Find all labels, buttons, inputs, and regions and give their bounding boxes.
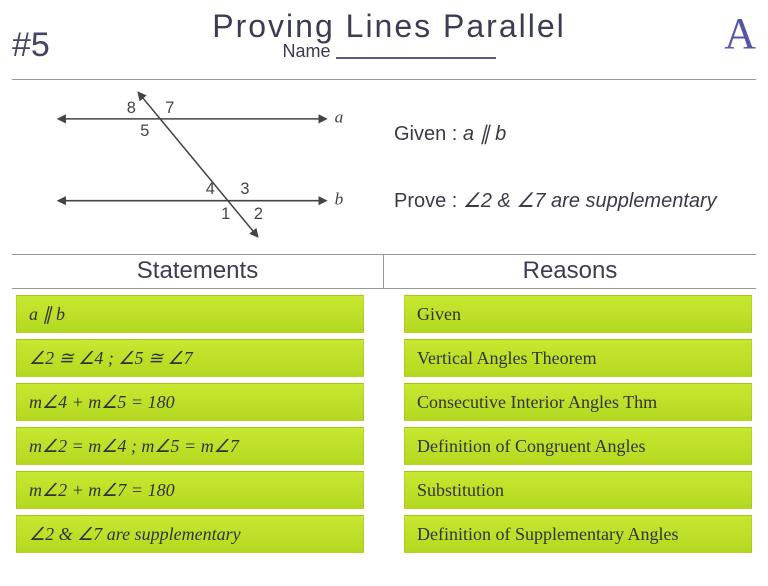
proof-row: m∠4 + m∠5 = 180 Consecutive Interior Ang…: [16, 383, 752, 421]
parallel-lines-diagram: a b 8 7 5 4 3 1 2: [22, 90, 374, 244]
reason-cell: Definition of Congruent Angles: [404, 427, 752, 465]
reason-cell: Given: [404, 295, 752, 333]
statement-cell: m∠2 + m∠7 = 180: [16, 471, 364, 509]
name-line: Name: [82, 41, 696, 62]
given-label: Given :: [394, 123, 457, 145]
table-headers: Statements Reasons: [12, 255, 756, 289]
given-text: a ∥ b: [463, 123, 506, 145]
statements-header: Statements: [12, 255, 384, 288]
diagram: a b 8 7 5 4 3 1 2: [12, 80, 384, 254]
angle-3: 3: [240, 180, 249, 198]
header: #5 Proving Lines Parallel Name A: [12, 8, 756, 80]
problem-number: #5: [12, 8, 82, 65]
variant-letter: A: [696, 8, 756, 59]
proof-table: a ∥ b Given ∠2 ≅ ∠4 ; ∠5 ≅ ∠7 Vertical A…: [12, 289, 756, 553]
prove-text: ∠2 & ∠7 are supplementary: [463, 190, 717, 212]
angle-8: 8: [127, 99, 136, 117]
worksheet: #5 Proving Lines Parallel Name A a: [0, 0, 768, 586]
proof-row: m∠2 + m∠7 = 180 Substitution: [16, 471, 752, 509]
line-a-label: a: [335, 108, 344, 127]
reason-cell: Definition of Supplementary Angles: [404, 515, 752, 553]
proof-row: a ∥ b Given: [16, 295, 752, 333]
statement-cell: ∠2 & ∠7 are supplementary: [16, 515, 364, 553]
name-label: Name: [282, 41, 330, 61]
reason-cell: Substitution: [404, 471, 752, 509]
angle-5: 5: [140, 122, 149, 140]
transversal: [140, 95, 256, 235]
name-blank[interactable]: [336, 45, 496, 59]
givens: Given : a ∥ b Prove : ∠2 & ∠7 are supple…: [384, 80, 756, 254]
proof-row: ∠2 & ∠7 are supplementary Definition of …: [16, 515, 752, 553]
angle-1: 1: [221, 205, 230, 223]
statement-cell: ∠2 ≅ ∠4 ; ∠5 ≅ ∠7: [16, 339, 364, 377]
angle-2: 2: [254, 205, 263, 223]
angle-7: 7: [165, 99, 174, 117]
page-title: Proving Lines Parallel: [82, 8, 696, 45]
proof-row: ∠2 ≅ ∠4 ; ∠5 ≅ ∠7 Vertical Angles Theore…: [16, 339, 752, 377]
statement-cell: a ∥ b: [16, 295, 364, 333]
statement-cell: m∠4 + m∠5 = 180: [16, 383, 364, 421]
content-row: a b 8 7 5 4 3 1 2 Given : a ∥ b Prove : …: [12, 80, 756, 255]
prove-label: Prove :: [394, 190, 457, 212]
proof-row: m∠2 = m∠4 ; m∠5 = m∠7 Definition of Cong…: [16, 427, 752, 465]
reason-cell: Consecutive Interior Angles Thm: [404, 383, 752, 421]
reasons-header: Reasons: [384, 255, 756, 288]
statement-cell: m∠2 = m∠4 ; m∠5 = m∠7: [16, 427, 364, 465]
title-area: Proving Lines Parallel Name: [82, 8, 696, 62]
prove-line: Prove : ∠2 & ∠7 are supplementary: [394, 188, 746, 213]
line-b-label: b: [335, 190, 344, 209]
reason-cell: Vertical Angles Theorem: [404, 339, 752, 377]
angle-4: 4: [206, 180, 215, 198]
given-line: Given : a ∥ b: [394, 121, 746, 146]
